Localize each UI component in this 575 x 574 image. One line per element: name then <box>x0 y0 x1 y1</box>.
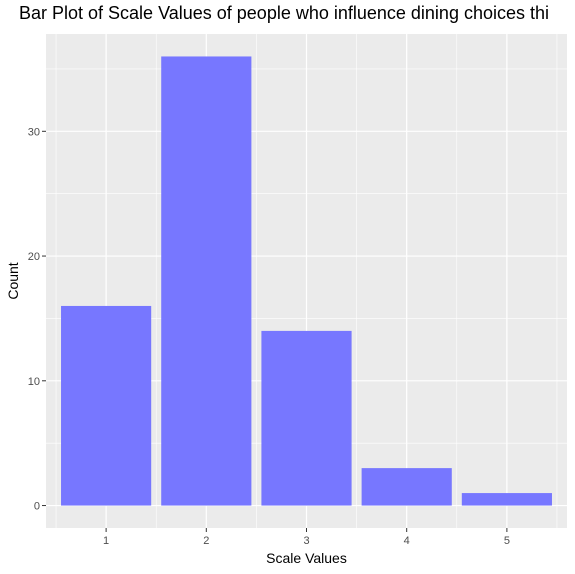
bar <box>361 468 452 506</box>
y-tick-label: 20 <box>28 251 40 263</box>
y-tick-label: 10 <box>28 376 40 388</box>
y-tick-label: 30 <box>28 126 40 138</box>
y-axis-ticks: 0 10 20 30 <box>28 126 46 513</box>
x-tick-label: 2 <box>203 535 209 547</box>
chart-title: Bar Plot of Scale Values of people who i… <box>19 3 549 23</box>
bar <box>261 330 352 506</box>
x-axis-title: Scale Values <box>266 550 347 566</box>
bar <box>161 56 252 506</box>
x-tick-label: 5 <box>504 535 510 547</box>
x-tick-label: 1 <box>103 535 109 547</box>
x-tick-label: 3 <box>303 535 309 547</box>
x-axis-ticks: 1 2 3 4 5 <box>103 528 510 547</box>
bar <box>61 305 152 506</box>
x-tick-label: 4 <box>404 535 410 547</box>
y-tick-label: 0 <box>34 501 40 513</box>
y-axis-title: Count <box>5 262 21 299</box>
bar <box>461 493 552 506</box>
bars <box>61 56 552 506</box>
